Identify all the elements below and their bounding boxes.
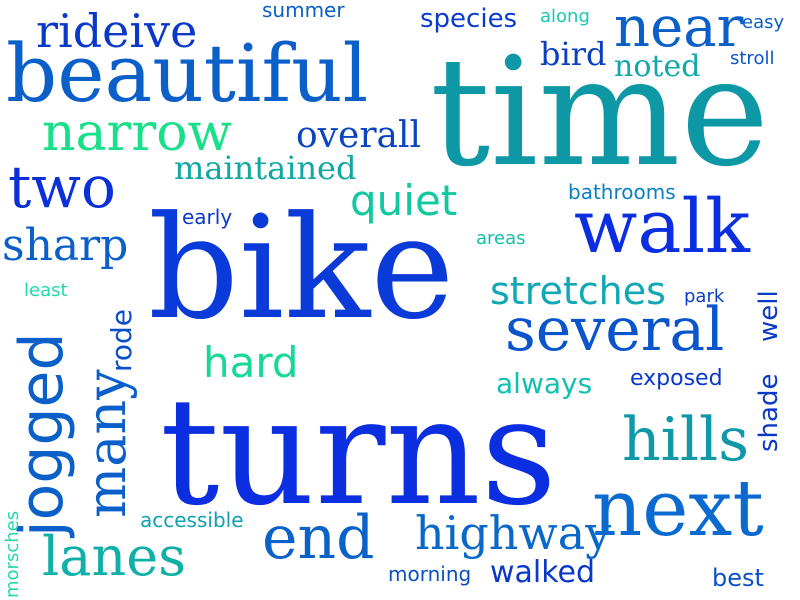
word-summer: summer	[262, 0, 345, 22]
word-beautiful: beautiful	[6, 27, 369, 120]
word-noted: noted	[614, 49, 701, 84]
word-hills: hills	[622, 405, 750, 475]
word-walk: walk	[574, 184, 750, 270]
word-least: least	[24, 280, 68, 301]
word-lanes: lanes	[42, 525, 186, 588]
word-two: two	[8, 153, 116, 221]
word-species: species	[420, 4, 518, 34]
word-several: several	[505, 295, 725, 365]
word-best: best	[712, 564, 764, 592]
word-jogged: overall	[296, 115, 422, 156]
word-sharp-vertical: jogged	[7, 332, 77, 537]
word-easy: easy	[742, 12, 785, 33]
word-bird: bird	[540, 35, 607, 73]
word-bathrooms: bathrooms	[568, 180, 676, 204]
word-bike: bike	[148, 186, 455, 351]
word-walked: stretches	[490, 269, 666, 313]
word-time: time	[430, 26, 770, 200]
word-rode: rode	[105, 308, 138, 372]
word-accessible: accessible	[140, 508, 244, 532]
word-hard: many	[75, 369, 138, 518]
word-exposed: exposed	[630, 366, 723, 391]
word-next: next	[592, 464, 764, 554]
word-narrow: narrow	[42, 103, 233, 163]
word-stretches: hard	[203, 338, 299, 387]
word-many: maintained	[174, 149, 357, 187]
word-morsches: morsches	[2, 510, 23, 598]
word-stroll: stroll	[730, 48, 775, 69]
word-turns: turns	[160, 366, 557, 538]
word-always: always	[496, 367, 593, 400]
word-highway: quiet	[350, 176, 458, 225]
word-well: well	[754, 290, 784, 342]
word-areas: areas	[476, 228, 526, 249]
word-shade: shade	[754, 373, 784, 452]
word-early: early	[182, 205, 233, 229]
word-maintained: walked	[490, 555, 596, 590]
word-park: park	[684, 286, 725, 307]
word-along: along	[540, 6, 590, 27]
word-end: end	[262, 503, 375, 573]
word-quiet: sharp	[2, 220, 129, 271]
word-near: near	[614, 0, 744, 60]
word-rideive: rideive	[36, 4, 198, 58]
word-morning: morning	[388, 562, 472, 586]
word-overall: highway	[415, 506, 612, 560]
